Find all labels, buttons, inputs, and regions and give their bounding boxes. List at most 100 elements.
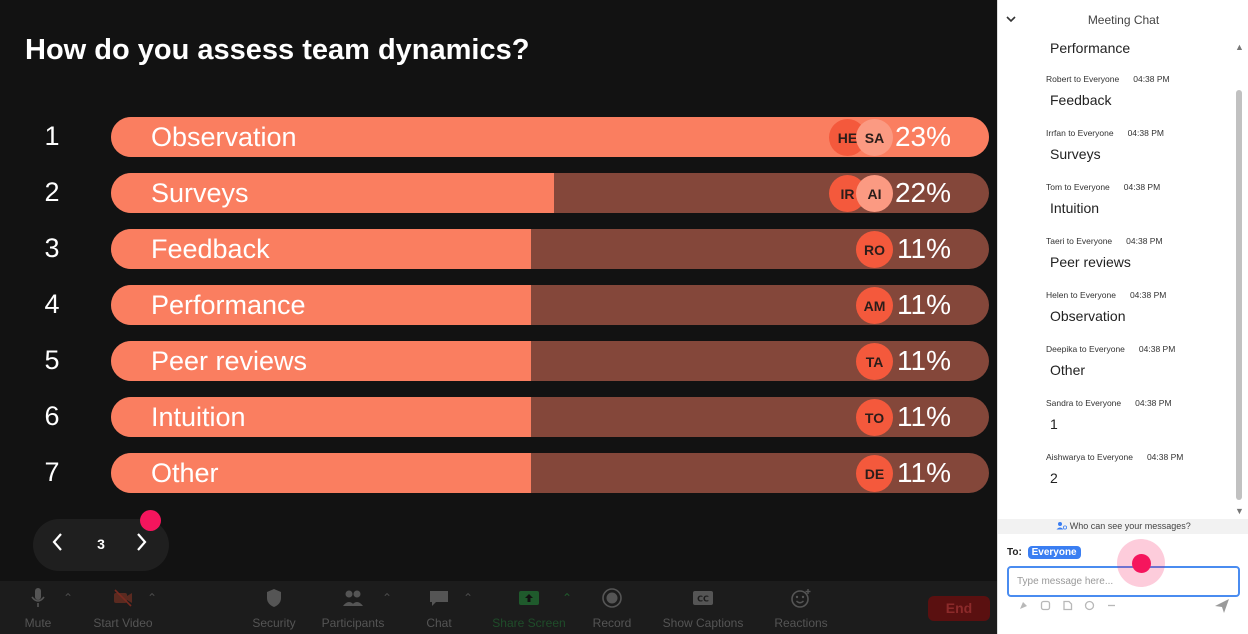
chat-message-header: Aishwarya to Everyone 04:38 PM bbox=[1046, 452, 1183, 462]
voter-avatar: SA bbox=[856, 119, 893, 156]
option-label: Peer reviews bbox=[151, 346, 308, 376]
previous-page-button[interactable] bbox=[51, 531, 65, 559]
chat-sender: Sandra to Everyone bbox=[1046, 398, 1122, 408]
chat-timestamp: 04:38 PM bbox=[1133, 74, 1170, 84]
mute-options-caret[interactable]: ⌃ bbox=[63, 591, 74, 605]
option-bar-fill bbox=[111, 285, 531, 325]
security-button[interactable]: Security bbox=[248, 585, 300, 630]
end-meeting-button[interactable]: End bbox=[928, 596, 990, 621]
participants-options-caret[interactable]: ⌃ bbox=[382, 591, 393, 605]
video-options-caret[interactable]: ⌃ bbox=[147, 591, 158, 605]
chat-message-header: Taeri to Everyone 04:38 PM bbox=[1046, 236, 1163, 246]
option-number: 4 bbox=[44, 289, 60, 319]
chat-sender: Tom to Everyone bbox=[1046, 182, 1110, 192]
recipient-selector[interactable]: Everyone bbox=[1027, 546, 1081, 559]
chat-timestamp: 04:38 PM bbox=[1127, 128, 1164, 138]
chat-sender: Robert to Everyone bbox=[1046, 74, 1120, 84]
option-label: Surveys bbox=[151, 178, 249, 208]
chat-header: Meeting Chat bbox=[998, 0, 1248, 40]
security-label: Security bbox=[252, 616, 296, 630]
option-bar-fill bbox=[111, 173, 555, 213]
chat-message-header: Deepika to Everyone 04:38 PM bbox=[1046, 344, 1175, 354]
option-bar-fill bbox=[111, 453, 531, 493]
option-number: 1 bbox=[44, 121, 60, 151]
poll-question: How do you assess team dynamics? bbox=[25, 34, 530, 66]
poll-option-row: 7 Other 11% DE bbox=[0, 453, 997, 493]
option-number: 3 bbox=[44, 233, 60, 263]
show-captions-button[interactable]: CC Show Captions bbox=[656, 585, 750, 630]
voter-avatar: AM bbox=[856, 287, 893, 324]
share-options-caret[interactable]: ⌃ bbox=[562, 591, 573, 605]
collapse-chat-button[interactable] bbox=[1006, 12, 1016, 26]
chat-timestamp: 04:38 PM bbox=[1146, 452, 1184, 462]
chat-message-list: Performance Robert to Everyone 04:38 PM Fe… bbox=[998, 37, 1234, 517]
record-label: Record bbox=[592, 616, 632, 630]
video-off-icon bbox=[114, 589, 132, 607]
chat-sender: Irrfan to Everyone bbox=[1046, 128, 1114, 138]
option-bar: Observation 23% HE SA bbox=[111, 117, 989, 157]
chat-button[interactable]: Chat bbox=[420, 585, 458, 630]
chat-message-body: Other bbox=[1050, 362, 1086, 378]
option-bar-fill bbox=[111, 229, 531, 269]
option-label: Intuition bbox=[151, 402, 246, 432]
option-number: 2 bbox=[44, 177, 60, 207]
voter-avatar: RO bbox=[856, 231, 893, 268]
participants-icon bbox=[343, 590, 363, 606]
voter-avatar: DE bbox=[856, 455, 893, 492]
poll-option-row: 6 Intuition 11% TO bbox=[0, 397, 997, 437]
scroll-down-arrow-icon[interactable]: ▼ bbox=[1235, 506, 1244, 516]
chat-sender: Deepika to Everyone bbox=[1046, 344, 1125, 354]
chat-timestamp: 04:38 PM bbox=[1123, 182, 1161, 192]
screenshot-icon[interactable] bbox=[1040, 600, 1051, 614]
microphone-icon bbox=[31, 588, 45, 607]
format-icon[interactable] bbox=[1018, 600, 1029, 614]
chevron-left-icon bbox=[52, 533, 62, 551]
chat-bubble-icon bbox=[430, 591, 448, 606]
record-button[interactable]: Record bbox=[588, 585, 636, 630]
chat-message-header: Robert to Everyone 04:38 PM bbox=[1046, 74, 1170, 84]
chat-message-body: Performance bbox=[1050, 40, 1131, 56]
participants-button[interactable]: Participants bbox=[316, 585, 390, 630]
recipient-row: To: Everyone bbox=[1007, 546, 1081, 559]
option-bar: Intuition 11% TO bbox=[111, 397, 989, 437]
chat-message-body: Peer reviews bbox=[1050, 254, 1131, 270]
chat-message-input[interactable] bbox=[1007, 566, 1240, 597]
start-video-button[interactable]: Start Video bbox=[88, 585, 158, 630]
mute-button[interactable]: Mute bbox=[18, 585, 58, 630]
presentation-stage: How do you assess team dynamics? 1 Observ… bbox=[0, 34, 997, 630]
scroll-up-arrow-icon[interactable]: ▲ bbox=[1235, 42, 1244, 52]
scrollbar-thumb[interactable] bbox=[1236, 90, 1242, 500]
more-icon[interactable] bbox=[1106, 600, 1117, 614]
chat-timestamp: 04:38 PM bbox=[1138, 344, 1176, 354]
option-label: Observation bbox=[151, 122, 297, 152]
next-page-button[interactable] bbox=[134, 531, 148, 559]
chat-label: Chat bbox=[426, 616, 452, 630]
voter-avatar: TA bbox=[856, 343, 893, 380]
emoji-icon[interactable] bbox=[1084, 600, 1095, 614]
poll-option-row: 1 Observation 23% HE SA bbox=[0, 117, 997, 157]
reactions-button[interactable]: Reactions bbox=[770, 585, 832, 630]
who-can-see-link[interactable]: Who can see your messages? bbox=[998, 519, 1248, 534]
option-label: Other bbox=[151, 458, 219, 488]
start-video-label: Start Video bbox=[93, 616, 153, 630]
share-screen-button[interactable]: Share Screen bbox=[488, 585, 570, 630]
chat-sender: Taeri to Everyone bbox=[1046, 236, 1113, 246]
share-screen-icon bbox=[519, 591, 539, 605]
cursor-indicator bbox=[140, 510, 161, 531]
chat-message-header: Tom to Everyone 04:38 PM bbox=[1046, 182, 1160, 192]
meeting-chat-panel: Meeting Chat Performance Robert to Every… bbox=[997, 0, 1248, 634]
chat-timestamp: 04:38 PM bbox=[1129, 290, 1167, 300]
chat-options-caret[interactable]: ⌃ bbox=[463, 591, 474, 605]
option-bar-fill bbox=[111, 341, 531, 381]
chat-scrollbar[interactable]: ▲ ▼ bbox=[1234, 40, 1246, 518]
option-percent: 11% bbox=[897, 233, 951, 264]
option-percent: 11% bbox=[897, 401, 951, 432]
option-number: 6 bbox=[44, 401, 60, 431]
send-button[interactable] bbox=[1213, 597, 1231, 615]
chat-message-body: Surveys bbox=[1050, 146, 1101, 162]
show-captions-label: Show Captions bbox=[662, 616, 744, 630]
poll-option-row: 5 Peer reviews 11% TA bbox=[0, 341, 997, 381]
mute-label: Mute bbox=[24, 616, 52, 630]
file-icon[interactable] bbox=[1062, 600, 1073, 614]
option-bar: Performance 11% AM bbox=[111, 285, 989, 325]
